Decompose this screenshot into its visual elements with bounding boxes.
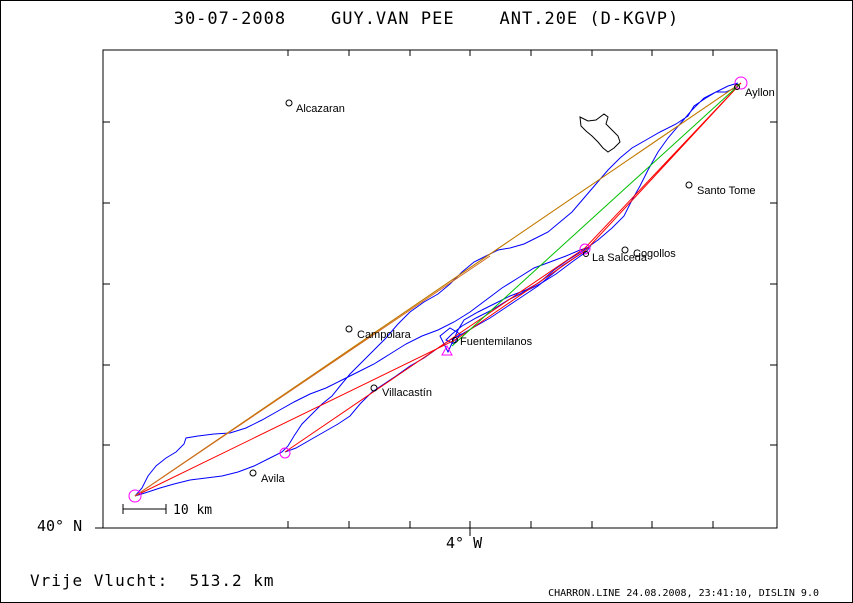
map-axes-box (102, 49, 778, 529)
place-label-la-salceda: La Salceda (592, 252, 648, 264)
cogollos-marker (621, 246, 629, 254)
longitude-label: 4° W (446, 534, 483, 552)
top-ticks (287, 50, 714, 56)
generator-credit: CHARRON.LINE 24.08.2008, 23:41:10, DISLI… (548, 588, 819, 599)
salceda-turnpoint-circle (579, 243, 591, 255)
reservoir-outline (579, 113, 621, 153)
right-ticks (770, 121, 777, 446)
scale-bar-label: 10 km (173, 503, 212, 518)
place-label-campolara: Campolara (357, 329, 412, 341)
ayllon-turnpoint-circle (734, 76, 748, 90)
scale-bar (122, 504, 167, 514)
campolara-marker (345, 325, 353, 333)
place-label-alcazaran: Alcazaran (296, 103, 345, 115)
left-ticks (95, 121, 110, 529)
santo-tome-marker (685, 181, 693, 189)
place-label-villacastin: Villacastín (382, 387, 432, 399)
finish-triangle (441, 344, 453, 356)
alcazaran-marker (285, 99, 293, 107)
fuentemilanos-marker (452, 337, 458, 343)
place-label-fuentemilanos: Fuentemilanos (460, 336, 533, 348)
avila-turnpoint-circle (279, 447, 291, 459)
start-turnpoint-circle (128, 489, 142, 503)
latitude-label: 40° N (37, 517, 83, 535)
place-label-avila: Avila (261, 473, 286, 485)
place-label-cogollos: Cogollos (633, 248, 676, 260)
flight-title: 30-07-2008 GUY.VAN PEE ANT.20E (D-KGVP) (173, 9, 680, 29)
task-leg-orange-2 (134, 255, 491, 497)
gps-track (134, 82, 739, 497)
task-leg-red (134, 82, 742, 497)
task-leg-green (451, 83, 741, 347)
bottom-ticks (287, 521, 714, 536)
place-label-ayllon: Ayllon (745, 87, 775, 99)
avila-marker (249, 469, 257, 477)
place-markers (249, 84, 740, 477)
distance-readout: Vrije Vlucht: 513.2 km (30, 571, 275, 590)
villacastin-marker (370, 384, 378, 392)
place-label-santo-tome: Santo Tome (697, 185, 756, 197)
ayllon-marker (734, 84, 740, 90)
la-salceda-marker (583, 251, 589, 257)
